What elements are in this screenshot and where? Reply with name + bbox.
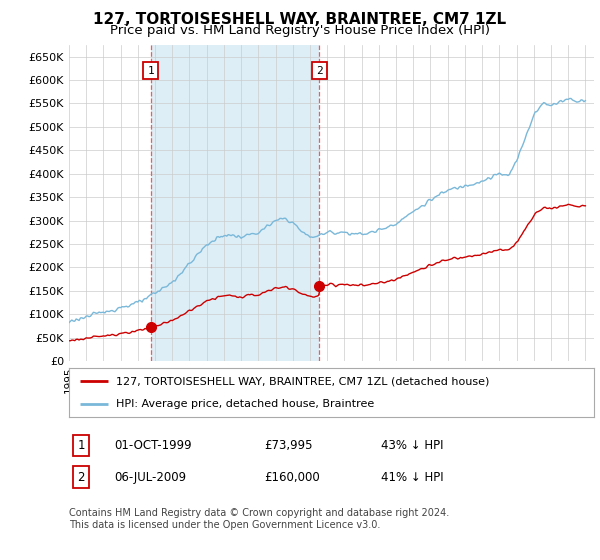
Text: 2: 2 [77,470,85,484]
Text: 43% ↓ HPI: 43% ↓ HPI [381,438,443,452]
Text: 2: 2 [316,66,323,76]
Text: £73,995: £73,995 [264,438,313,452]
Bar [151,45,319,361]
Text: Contains HM Land Registry data © Crown copyright and database right 2024.
This d: Contains HM Land Registry data © Crown c… [69,508,449,530]
Text: 41% ↓ HPI: 41% ↓ HPI [381,470,443,484]
Text: HPI: Average price, detached house, Braintree: HPI: Average price, detached house, Brai… [116,399,374,409]
Text: 127, TORTOISESHELL WAY, BRAINTREE, CM7 1ZL (detached house): 127, TORTOISESHELL WAY, BRAINTREE, CM7 1… [116,376,490,386]
Text: 1: 1 [77,438,85,452]
Text: 06-JUL-2009: 06-JUL-2009 [114,470,186,484]
Text: 1: 1 [148,66,154,76]
Text: 127, TORTOISESHELL WAY, BRAINTREE, CM7 1ZL: 127, TORTOISESHELL WAY, BRAINTREE, CM7 1… [94,12,506,27]
Text: 01-OCT-1999: 01-OCT-1999 [114,438,191,452]
Text: £160,000: £160,000 [264,470,320,484]
Text: Price paid vs. HM Land Registry's House Price Index (HPI): Price paid vs. HM Land Registry's House … [110,24,490,37]
